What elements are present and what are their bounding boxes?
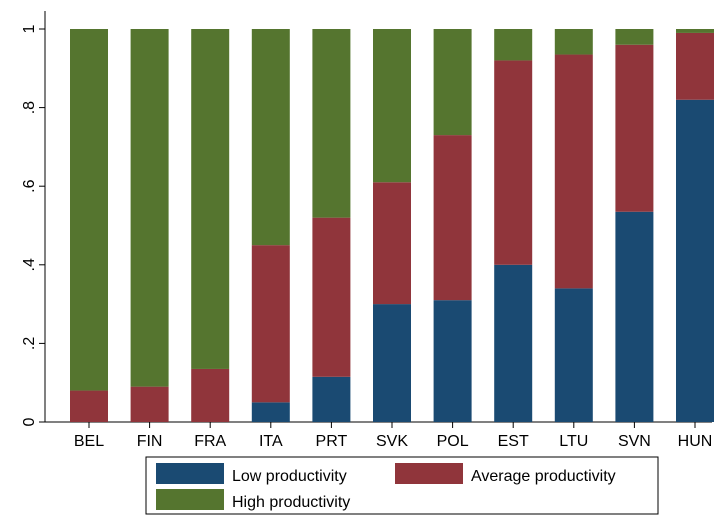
x-axis: BEL FIN FRA ITA PRT SVK POL EST LTU SVN HUN [74, 422, 712, 450]
bar-svk-low-productivity [373, 304, 411, 422]
y-tick-label: .8 [21, 101, 38, 114]
bar-fin-high-productivity [130, 29, 169, 387]
x-tick-label: POL [437, 433, 469, 450]
y-tick-label: .4 [21, 258, 38, 271]
x-tick-label: LTU [559, 433, 588, 450]
x-tick-label: FRA [194, 433, 226, 450]
x-tick-label: EST [498, 433, 529, 450]
y-tick-label: .2 [21, 337, 38, 350]
bar-pol-high-productivity [433, 29, 472, 136]
bar-pol-low-productivity [433, 300, 472, 422]
bar-svn-high-productivity [615, 29, 654, 45]
bar-fra-high-productivity [191, 29, 230, 369]
x-tick-label: ITA [259, 433, 283, 450]
bar-ltu-low-productivity [554, 288, 593, 422]
bar-pol-average-productivity [433, 135, 472, 301]
bar-ltu-high-productivity [554, 29, 593, 55]
bar-svn-average-productivity [615, 44, 654, 212]
x-tick-label: FIN [137, 433, 163, 450]
bar-ita-high-productivity [251, 29, 290, 246]
bar-est-high-productivity [494, 29, 533, 61]
bar-est-low-productivity [494, 264, 533, 422]
bar-fra-average-productivity [191, 368, 230, 422]
bar-fin-average-productivity [130, 386, 169, 422]
bar-prt-average-productivity [312, 217, 351, 377]
legend-swatch [395, 463, 463, 484]
legend-swatch [156, 463, 224, 484]
bar-hun-low-productivity [676, 99, 714, 423]
bars-layer [70, 29, 714, 423]
bar-hun-high-productivity [676, 29, 714, 33]
bar-ita-average-productivity [251, 245, 290, 403]
bar-est-average-productivity [494, 60, 533, 265]
bar-svn-low-productivity [615, 211, 654, 422]
bar-svk-average-productivity [373, 182, 411, 305]
bar-ita-low-productivity [251, 402, 290, 422]
legend: Low productivity Average productivity High… [145, 456, 659, 515]
x-tick-label: SVN [618, 433, 651, 450]
x-tick-label: HUN [678, 433, 713, 450]
x-tick-label: SVK [376, 433, 408, 450]
legend-label: High productivity [232, 494, 350, 511]
y-tick-label: 1 [21, 24, 38, 33]
bar-bel-high-productivity [70, 29, 108, 391]
legend-swatch [156, 489, 224, 510]
bar-bel-average-productivity [70, 390, 108, 422]
bar-svk-high-productivity [373, 29, 411, 183]
bar-ltu-average-productivity [554, 54, 593, 289]
bar-hun-average-productivity [676, 32, 714, 100]
x-tick-label: BEL [74, 433, 104, 450]
y-tick-label: .6 [21, 179, 38, 192]
bar-prt-high-productivity [312, 29, 351, 218]
legend-label: Average productivity [471, 468, 616, 485]
legend-label: Low productivity [232, 468, 347, 485]
bar-prt-low-productivity [312, 376, 351, 422]
y-axis: 0 .2 .4 .6 .8 1 [21, 24, 45, 426]
y-tick-label: 0 [21, 417, 38, 426]
x-tick-label: PRT [316, 433, 348, 450]
